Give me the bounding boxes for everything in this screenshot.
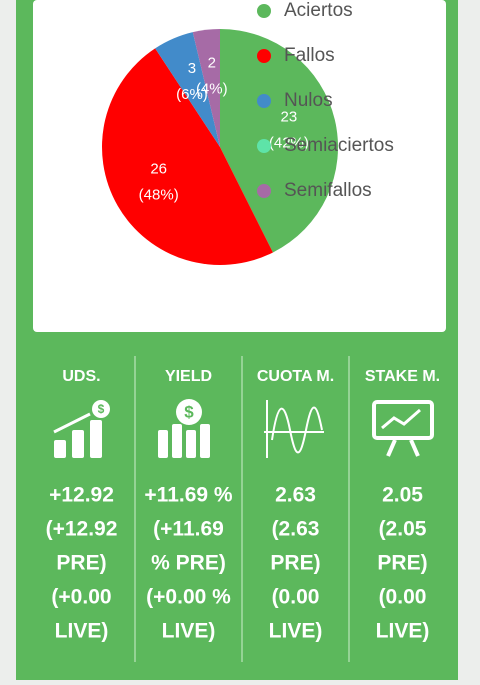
legend-label: Fallos — [284, 45, 335, 66]
slice-percent: (48%) — [139, 186, 179, 203]
stat-line: (+12.92 — [46, 518, 118, 541]
stat-line: LIVE) — [269, 620, 323, 643]
legend-label: Aciertos — [284, 0, 353, 21]
stat-line: 2.05 — [382, 484, 423, 507]
stat-line: +12.92 — [49, 484, 114, 507]
icon-stake — [372, 400, 434, 457]
slice-value: 23 — [281, 109, 298, 126]
slice-percent: (6%) — [176, 86, 208, 103]
legend-label: Nulos — [284, 90, 333, 111]
stat-line: LIVE) — [162, 620, 216, 643]
legend: Aciertos Fallos Nulos Semiaciertos Semifallo… — [257, 0, 394, 201]
slice-percent: (4%) — [196, 81, 228, 98]
pie-slice — [220, 29, 339, 253]
stat-line: (0.00 — [272, 586, 320, 609]
legend-swatch — [257, 94, 271, 108]
slice-value: 2 — [208, 55, 216, 72]
stat-line: (0.00 — [379, 586, 427, 609]
stat-line: LIVE) — [376, 620, 430, 643]
stat-line: PRE) — [377, 552, 427, 575]
icons: $ $ — [53, 399, 434, 458]
stat-header: UDS. — [62, 368, 100, 385]
icon-units: $ — [53, 400, 110, 458]
stat-line: (+0.00 % — [146, 586, 231, 609]
stat-line: (+0.00 — [51, 586, 111, 609]
stat-line: +11.69 % — [144, 484, 232, 507]
icon-yield: $ — [158, 399, 210, 458]
slice-value: 26 — [150, 160, 167, 177]
stat-line: 2.63 — [275, 484, 316, 507]
stat-header: CUOTA M. — [257, 368, 334, 385]
pie-slice — [192, 29, 220, 147]
svg-text:$: $ — [98, 402, 105, 416]
stat-line: LIVE) — [55, 620, 109, 643]
stat-header: STAKE M. — [365, 368, 440, 385]
legend-swatch — [257, 49, 271, 63]
stat-line: PRE) — [56, 552, 106, 575]
icon-odds — [264, 400, 324, 458]
stat-line: (2.05 — [379, 518, 427, 541]
pie-slice — [155, 32, 220, 147]
stat-line: (+11.69 — [153, 518, 224, 541]
svg-text:$: $ — [184, 402, 194, 421]
stat-line: PRE) — [270, 552, 320, 575]
pie: 23 (42%) 26 (48%) 3 (6%)2 (4%) — [101, 29, 339, 266]
legend-label: Semiaciertos — [284, 135, 394, 156]
legend-swatch — [257, 4, 271, 18]
slice-value: 3 — [188, 60, 196, 77]
legend-label: Semifallos — [284, 180, 372, 201]
pie-slice — [101, 48, 273, 266]
legend-swatch — [257, 184, 271, 198]
stat-line: % PRE) — [151, 552, 226, 575]
stats: UDS. +12.92 (+12.92 PRE) (+0.00 LIVE) YIELD +11… — [46, 356, 440, 662]
stat-header: YIELD — [165, 368, 212, 385]
stat-line: (2.63 — [272, 518, 320, 541]
legend-swatch — [257, 139, 271, 153]
slice-percent: (42%) — [269, 135, 309, 152]
